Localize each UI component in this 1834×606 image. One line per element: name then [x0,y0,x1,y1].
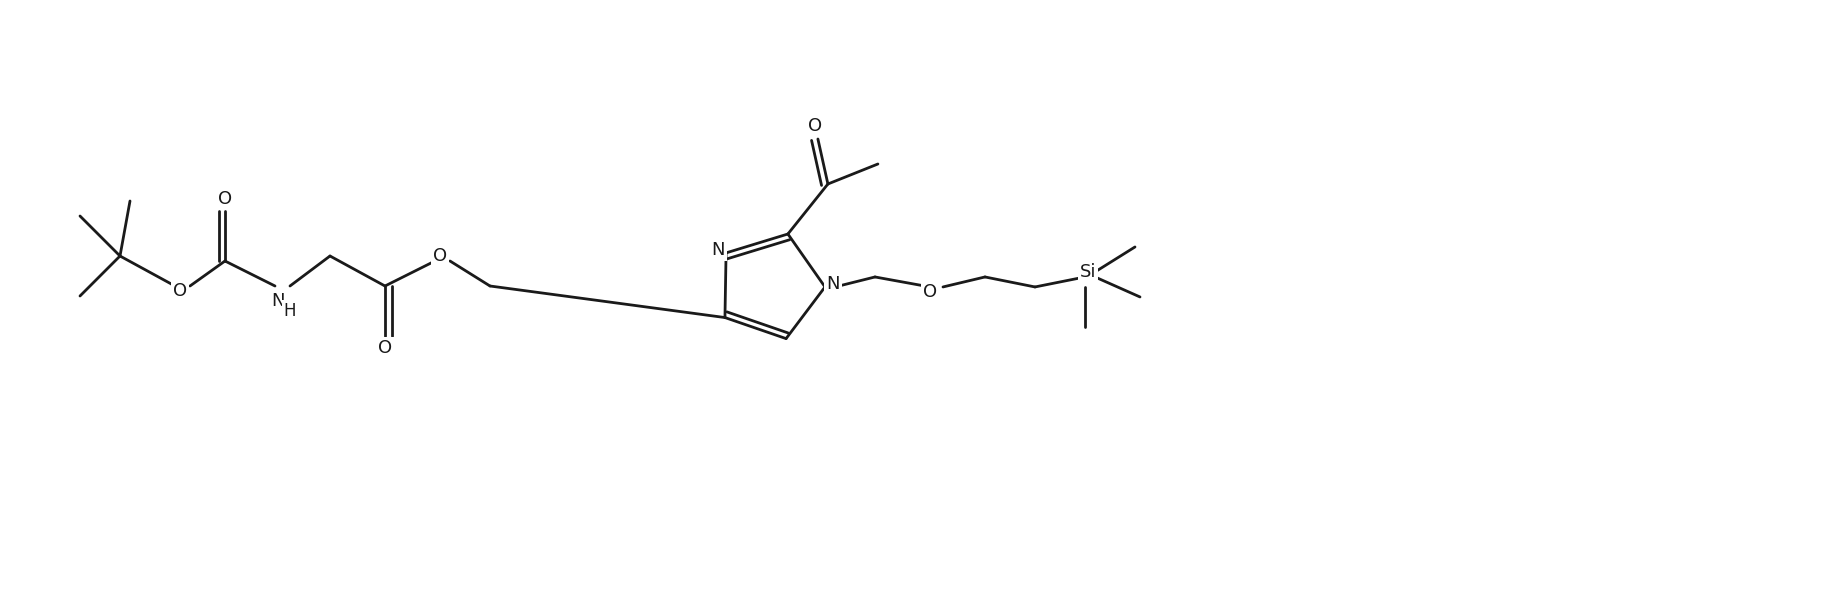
Text: O: O [218,190,233,208]
Text: Si: Si [1080,263,1097,281]
Text: O: O [433,247,447,265]
Text: O: O [172,282,187,300]
Text: N: N [827,275,840,293]
Text: O: O [923,283,937,301]
Text: O: O [378,339,392,357]
Text: N: N [712,241,724,259]
Text: N: N [271,292,284,310]
Text: O: O [807,117,822,135]
Text: H: H [284,302,297,320]
